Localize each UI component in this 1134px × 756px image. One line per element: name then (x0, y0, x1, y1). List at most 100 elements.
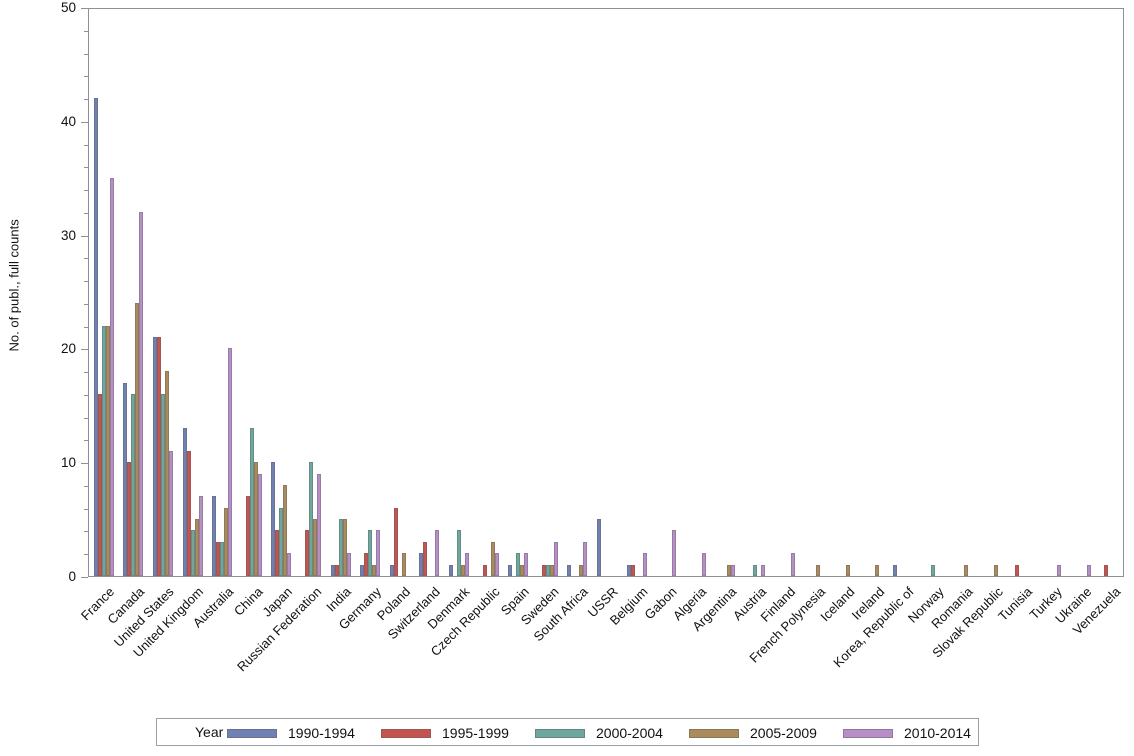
bar (702, 553, 706, 576)
y-major-tick (81, 463, 88, 465)
bar (275, 530, 279, 576)
bar (1057, 565, 1061, 576)
bar (731, 565, 735, 576)
bar (964, 565, 968, 576)
bar (546, 565, 550, 576)
y-major-tick (81, 349, 88, 351)
bar (161, 394, 165, 576)
bar (271, 462, 275, 576)
bar (106, 326, 110, 576)
bar (258, 474, 262, 576)
y-minor-tick (84, 326, 88, 328)
bar (1015, 565, 1019, 576)
y-minor-tick (84, 30, 88, 32)
bar (127, 462, 131, 576)
y-tick-label: 20 (60, 341, 76, 357)
y-minor-tick (84, 554, 88, 556)
y-major-tick (81, 121, 88, 123)
bar (516, 553, 520, 576)
legend-label: 1995-1999 (442, 725, 509, 741)
bar (157, 337, 161, 576)
bar (423, 542, 427, 576)
y-tick-label: 10 (60, 455, 76, 471)
y-major-tick (81, 235, 88, 237)
bar (931, 565, 935, 576)
bar (435, 530, 439, 576)
bar (390, 565, 394, 576)
legend-item: 1990-1994 (227, 719, 355, 747)
legend-item: 2005-2009 (689, 719, 817, 747)
legend: Year 1990-1994 1995-1999 2000-2004 2005-200… (156, 718, 979, 746)
bar (216, 542, 220, 576)
bar (317, 474, 321, 576)
y-minor-tick (84, 485, 88, 487)
bar (364, 553, 368, 576)
legend-label: 2000-2004 (596, 725, 663, 741)
legend-title: Year (195, 724, 224, 740)
y-minor-tick (84, 394, 88, 396)
bar (394, 508, 398, 576)
y-minor-tick (84, 440, 88, 442)
bar (875, 565, 879, 576)
bar (495, 553, 499, 576)
bar (335, 565, 339, 576)
bar (195, 519, 199, 576)
bar (461, 565, 465, 576)
x-tick-label: China (230, 584, 266, 619)
bar (110, 178, 114, 576)
legend-item: 2000-2004 (535, 719, 663, 747)
bar (131, 394, 135, 576)
bar (631, 565, 635, 576)
y-minor-tick (84, 417, 88, 419)
bar (139, 212, 143, 576)
legend-swatch (843, 728, 893, 738)
y-tick-label: 50 (60, 0, 76, 15)
bar (449, 565, 453, 576)
y-minor-tick (84, 531, 88, 533)
bar (313, 519, 317, 576)
bar (165, 371, 169, 576)
bar (791, 553, 795, 576)
legend-item: 1995-1999 (381, 719, 509, 747)
legend-swatch (227, 728, 277, 738)
y-axis-title: No. of publ., full counts (6, 218, 22, 351)
bar (1104, 565, 1108, 576)
legend-label: 1990-1994 (288, 725, 355, 741)
bar (1087, 565, 1091, 576)
bar (250, 428, 254, 576)
bar (343, 519, 347, 576)
bar (893, 565, 897, 576)
bar (309, 462, 313, 576)
y-major-tick (81, 8, 88, 9)
bar (727, 565, 731, 576)
bar (672, 530, 676, 576)
bar (212, 496, 216, 576)
bar (465, 553, 469, 576)
y-minor-tick (84, 258, 88, 260)
bar (331, 565, 335, 576)
bar (153, 337, 157, 576)
bar (643, 553, 647, 576)
bar (376, 530, 380, 576)
bar (372, 565, 376, 576)
bar (254, 462, 258, 576)
bar (183, 428, 187, 576)
bar (224, 508, 228, 576)
bar (483, 565, 487, 576)
bar (191, 530, 195, 576)
y-minor-tick (84, 190, 88, 192)
bar (753, 565, 757, 576)
bar (627, 565, 631, 576)
y-minor-tick (84, 212, 88, 214)
bar (846, 565, 850, 576)
legend-swatch (689, 728, 739, 738)
y-minor-tick (84, 281, 88, 283)
plot-area (88, 8, 1124, 577)
bar (246, 496, 250, 576)
y-major-tick (81, 577, 88, 578)
y-minor-tick (84, 76, 88, 78)
bar (597, 519, 601, 576)
bar (457, 530, 461, 576)
legend-swatch (381, 728, 431, 738)
y-minor-tick (84, 167, 88, 169)
